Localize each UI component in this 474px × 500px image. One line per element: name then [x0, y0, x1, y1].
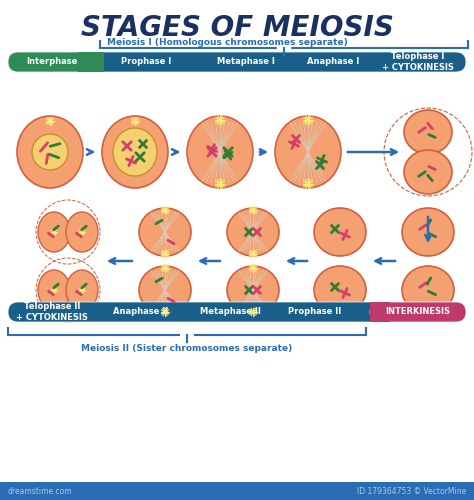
FancyBboxPatch shape	[8, 52, 466, 72]
Ellipse shape	[102, 116, 168, 188]
Ellipse shape	[66, 212, 98, 252]
Ellipse shape	[314, 208, 366, 256]
Ellipse shape	[38, 270, 70, 310]
Text: Anaphase I: Anaphase I	[307, 58, 359, 66]
FancyBboxPatch shape	[370, 302, 466, 322]
Text: Prophase I: Prophase I	[121, 58, 171, 66]
Ellipse shape	[38, 212, 70, 252]
Ellipse shape	[66, 270, 98, 310]
Ellipse shape	[402, 266, 454, 314]
Text: Anaphase II: Anaphase II	[113, 308, 169, 316]
Ellipse shape	[17, 116, 83, 188]
Text: Metaphase II: Metaphase II	[200, 308, 260, 316]
Text: dreamstime.com: dreamstime.com	[8, 486, 73, 496]
Text: Interphase: Interphase	[27, 58, 78, 66]
Ellipse shape	[139, 208, 191, 256]
Ellipse shape	[275, 116, 341, 188]
Text: Meiosis II (Sister chromosomes separate): Meiosis II (Sister chromosomes separate)	[82, 344, 292, 353]
Text: Telophase I
+ CYTOKINESIS: Telophase I + CYTOKINESIS	[382, 52, 454, 72]
FancyBboxPatch shape	[78, 52, 104, 72]
Ellipse shape	[404, 110, 452, 154]
Ellipse shape	[113, 128, 157, 176]
FancyBboxPatch shape	[370, 302, 390, 322]
Ellipse shape	[227, 208, 279, 256]
Ellipse shape	[32, 134, 68, 170]
Ellipse shape	[139, 266, 191, 314]
Text: ID 179364753 © VectorMine: ID 179364753 © VectorMine	[357, 486, 466, 496]
Text: STAGES OF MEIOSIS: STAGES OF MEIOSIS	[81, 14, 393, 42]
Text: Telophase II
+ CYTOKINESIS: Telophase II + CYTOKINESIS	[16, 302, 88, 322]
Text: Metaphase I: Metaphase I	[217, 58, 275, 66]
Ellipse shape	[402, 208, 454, 256]
Ellipse shape	[404, 150, 452, 194]
Text: Prophase II: Prophase II	[288, 308, 342, 316]
Ellipse shape	[314, 266, 366, 314]
Ellipse shape	[187, 116, 253, 188]
Text: Meiosis I (Homologous chromosomes separate): Meiosis I (Homologous chromosomes separa…	[107, 38, 347, 47]
FancyBboxPatch shape	[8, 52, 96, 72]
FancyBboxPatch shape	[8, 302, 466, 322]
FancyBboxPatch shape	[0, 482, 474, 500]
Ellipse shape	[227, 266, 279, 314]
Text: INTERKINESIS: INTERKINESIS	[385, 308, 450, 316]
